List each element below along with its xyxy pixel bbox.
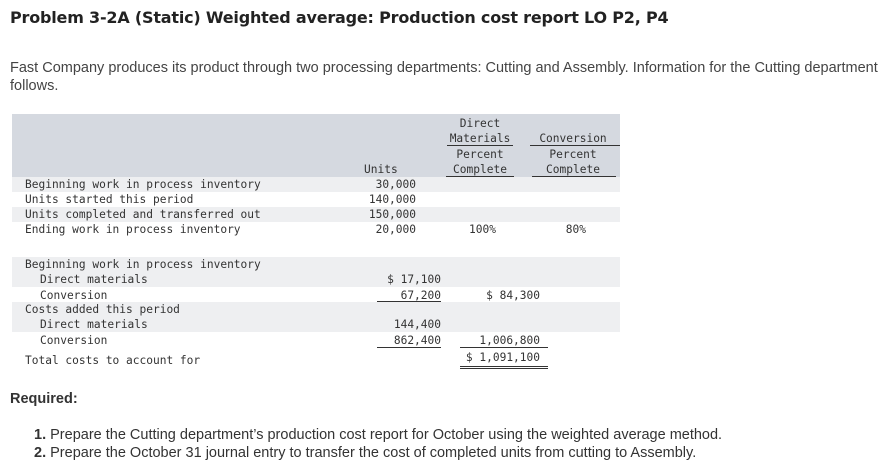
row-conv-percent: 80%	[565, 223, 586, 236]
row-subtotal: $ 84,300	[486, 289, 540, 302]
cost-row-band	[12, 302, 620, 317]
units-row-band	[12, 207, 620, 222]
row-label: Conversion	[40, 334, 108, 347]
item-text: Prepare the October 31 journal entry to …	[50, 445, 697, 461]
units-header: Units	[364, 163, 398, 176]
row-dm-percent: 100%	[469, 223, 496, 236]
list-item: 2. Prepare the October 31 journal entry …	[34, 444, 722, 462]
dm-header-rule	[447, 145, 513, 146]
subtotal-rule	[377, 301, 441, 302]
dm-header-line1: Direct	[459, 117, 501, 130]
dm-header-underline	[446, 176, 514, 177]
conv-header-line1: Conversion	[539, 132, 607, 145]
total-amount: $ 1,091,100	[465, 351, 540, 364]
list-item: 1. Prepare the Cutting department’s prod…	[34, 426, 722, 444]
cost-row-band	[12, 257, 620, 272]
dm-header-line2: Materials	[449, 132, 511, 145]
row-amount: 67,200	[400, 289, 441, 302]
item-number: 1.	[34, 427, 47, 443]
dm-header-line3: Percent	[456, 148, 504, 161]
row-amount: $ 17,100	[387, 273, 441, 286]
subtotal-rule	[377, 347, 441, 348]
conv-header-underline	[532, 176, 616, 177]
row-label: Direct materials	[40, 318, 148, 331]
intro-paragraph: Fast Company produces its product throug…	[10, 60, 878, 94]
conv-header-line2: Percent	[549, 148, 597, 161]
row-label: Costs added this period	[25, 303, 180, 316]
row-label: Beginning work in process inventory	[25, 178, 261, 191]
row-label: Units started this period	[25, 193, 194, 206]
dm-header-line4: Complete	[453, 163, 507, 176]
row-label: Total costs to account for	[25, 354, 201, 367]
row-label: Beginning work in process inventory	[25, 258, 261, 271]
row-label: Units completed and transferred out	[25, 208, 261, 221]
item-number: 2.	[34, 445, 47, 461]
row-amount: 144,400	[393, 318, 441, 331]
conv-header-rule	[530, 145, 620, 146]
row-amount: 862,400	[393, 334, 441, 347]
required-list: 1. Prepare the Cutting department’s prod…	[34, 426, 722, 462]
row-label: Ending work in process inventory	[25, 223, 241, 236]
row-subtotal: 1,006,800	[479, 334, 540, 347]
cost-row-band	[12, 272, 620, 287]
sum-rule	[460, 347, 548, 348]
units-row-band	[12, 192, 620, 207]
conv-header-line3: Complete	[546, 163, 600, 176]
units-row-band	[12, 177, 620, 192]
required-heading: Required:	[10, 391, 78, 407]
row-label: Conversion	[40, 289, 108, 302]
units-table-header-band	[12, 114, 620, 177]
row-units: 140,000	[368, 193, 416, 206]
problem-title: Problem 3-2A (Static) Weighted average: …	[10, 8, 669, 27]
item-text: Prepare the Cutting department’s product…	[50, 427, 723, 443]
units-row-band	[12, 222, 620, 237]
row-units: 150,000	[368, 208, 416, 221]
row-units: 30,000	[375, 178, 416, 191]
cost-row-band	[12, 317, 620, 332]
total-double-rule	[460, 368, 548, 369]
row-label: Direct materials	[40, 273, 148, 286]
row-units: 20,000	[375, 223, 416, 236]
total-double-rule	[460, 366, 548, 367]
